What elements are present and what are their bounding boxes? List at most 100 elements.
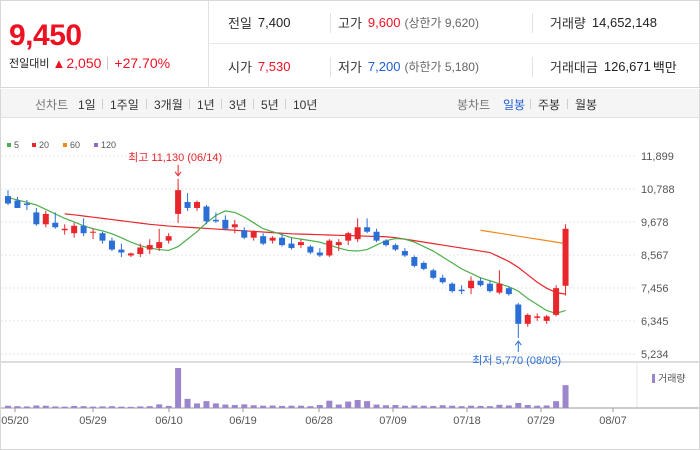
- tab-3m[interactable]: 3개월: [154, 98, 183, 112]
- volume-bar: [260, 405, 267, 408]
- candlestick-chart[interactable]: 5 20 60 120 11,899 10,788 9,678 8,567 7,456 6,34…: [1, 118, 699, 449]
- current-price: 9,450: [9, 19, 82, 52]
- candle-body: [562, 228, 569, 286]
- low-annotation: 최저 5,770 (08/05): [472, 354, 561, 367]
- legend-swatch: [652, 374, 655, 383]
- divider: [107, 56, 109, 70]
- change-value: 2,050: [66, 55, 102, 71]
- candle-body: [156, 242, 163, 249]
- volume-bar: [486, 406, 493, 408]
- legend-label: 60: [70, 140, 80, 150]
- candle-body: [364, 227, 371, 232]
- candle-body: [90, 231, 97, 233]
- volume-bar: [326, 400, 333, 408]
- volume-bar: [42, 405, 49, 408]
- candle-body: [288, 243, 295, 249]
- volume-bar: [80, 406, 87, 408]
- candle-body: [524, 314, 531, 324]
- candle-body: [194, 202, 200, 208]
- candle-body: [496, 283, 503, 293]
- candle-body: [184, 202, 191, 208]
- candle-body: [354, 227, 361, 240]
- volume-bar: [458, 406, 465, 408]
- up-triangle-icon: ▲: [52, 55, 66, 71]
- x-tick-label: 05/20: [1, 415, 29, 427]
- stats-row-1: 전일 7,400 고가 9,600 (상한가 9,620) 거래량 14,652…: [210, 1, 700, 44]
- volume-bar: [288, 405, 295, 408]
- x-tick-label: 06/19: [229, 415, 257, 427]
- x-tick-label: 06/10: [155, 415, 183, 427]
- volume-bar: [127, 406, 134, 408]
- volume-label: 거래량: [658, 373, 686, 385]
- candle-body: [5, 196, 11, 204]
- volume-bar: [411, 405, 418, 408]
- arrow-down-icon: [174, 171, 182, 177]
- turnover-label: 거래대금: [550, 60, 598, 75]
- volume-bar: [297, 405, 304, 408]
- volume-bar: [231, 405, 238, 408]
- low-cell: 저가 7,200 (하한가 5,180): [338, 45, 479, 88]
- x-axis: 05/20 05/29 06/10 06/19 06/28 07/09 07/18 07/29…: [1, 408, 627, 427]
- candle-body: [42, 213, 49, 225]
- volume-bar: [212, 403, 219, 408]
- candle-body: [212, 219, 219, 222]
- candle-body: [203, 206, 210, 222]
- candle-body: [127, 253, 134, 256]
- divider: [330, 13, 331, 33]
- candle-body: [430, 270, 437, 278]
- tab-1d[interactable]: 1일: [78, 98, 96, 112]
- volume-bar: [307, 406, 314, 408]
- x-tick-label: 07/29: [527, 415, 555, 427]
- volume-bar: [439, 405, 446, 408]
- tab-3y[interactable]: 3년: [229, 98, 247, 112]
- volume-bar: [175, 368, 182, 408]
- candle-body: [222, 219, 229, 229]
- divider: [567, 99, 568, 109]
- tab-daily[interactable]: 일봉: [503, 98, 526, 112]
- x-tick-label: 05/29: [79, 415, 107, 427]
- volume-bar: [553, 401, 560, 408]
- tab-5y[interactable]: 5년: [261, 98, 279, 112]
- tab-monthly[interactable]: 월봉: [575, 98, 598, 112]
- candle-body: [392, 245, 399, 250]
- candle-body: [553, 288, 560, 315]
- y-tick-label: 8,567: [641, 250, 669, 262]
- volume-bar: [137, 406, 144, 408]
- candle-body: [505, 288, 512, 295]
- divider: [189, 99, 190, 109]
- current-price-box: 9,450 전일대비 ▲ 2,050 +27.70%: [1, 1, 209, 88]
- legend-label: 5: [14, 140, 19, 150]
- candle-body: [316, 252, 323, 256]
- candle-body: [486, 283, 493, 292]
- tab-1w[interactable]: 1주일: [110, 98, 139, 112]
- y-tick-label: 11,899: [641, 151, 674, 163]
- volume-value: 14,652,148: [591, 15, 657, 30]
- candle-body: [439, 277, 446, 283]
- candle-body: [241, 230, 248, 238]
- high-cell: 고가 9,600 (상한가 9,620): [338, 1, 479, 44]
- x-tick-label: 07/18: [453, 415, 481, 427]
- candle-body: [515, 304, 522, 324]
- volume-bar: [392, 405, 399, 408]
- candle-body: [146, 245, 153, 250]
- prev-close-cell: 전일 7,400: [228, 1, 290, 44]
- tab-10y[interactable]: 10년: [293, 98, 318, 112]
- x-tick-label: 08/07: [599, 415, 627, 427]
- tab-weekly[interactable]: 주봉: [538, 98, 561, 112]
- candle-body: [61, 228, 68, 231]
- turnover-value: 126,671: [603, 59, 651, 74]
- ma60-line: [480, 229, 566, 245]
- candle-body: [71, 225, 78, 234]
- candle-body: [80, 225, 87, 234]
- volume-bar: [241, 404, 248, 408]
- y-axis: 11,899 10,788 9,678 8,567 7,456 6,345 5,234: [641, 151, 675, 361]
- candle-body: [250, 231, 257, 238]
- candle-body: [14, 200, 21, 208]
- volume-bar: [33, 405, 40, 408]
- legend-label: 120: [101, 140, 116, 150]
- legend-swatch: [63, 143, 67, 147]
- candle-body: [534, 316, 541, 318]
- tab-1y[interactable]: 1년: [197, 98, 215, 112]
- volume-bar: [52, 406, 59, 408]
- volume-bar: [194, 403, 200, 408]
